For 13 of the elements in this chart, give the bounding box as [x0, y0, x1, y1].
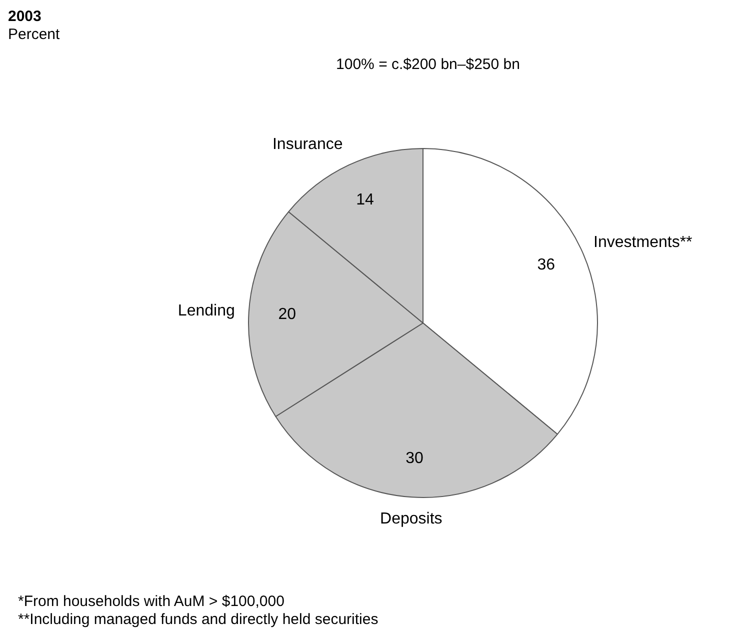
- slice-label: Insurance: [272, 136, 343, 153]
- slice-label: Lending: [178, 302, 235, 320]
- text: 100% = c.$200 bn–$250 bn: [335, 56, 521, 73]
- slice-label: Investments**: [594, 234, 692, 252]
- data-label: 14: [356, 191, 374, 208]
- data-label: 20: [278, 306, 296, 323]
- slice-label: Deposits: [380, 510, 442, 528]
- text: *From households with AuM > $100,000: [18, 593, 286, 611]
- data-label: 30: [406, 450, 424, 468]
- text: Percent: [8, 26, 60, 43]
- data-label: 36: [537, 256, 556, 274]
- text: **Including managed funds and directly held securities: [18, 611, 378, 629]
- text: 2003: [8, 8, 42, 25]
